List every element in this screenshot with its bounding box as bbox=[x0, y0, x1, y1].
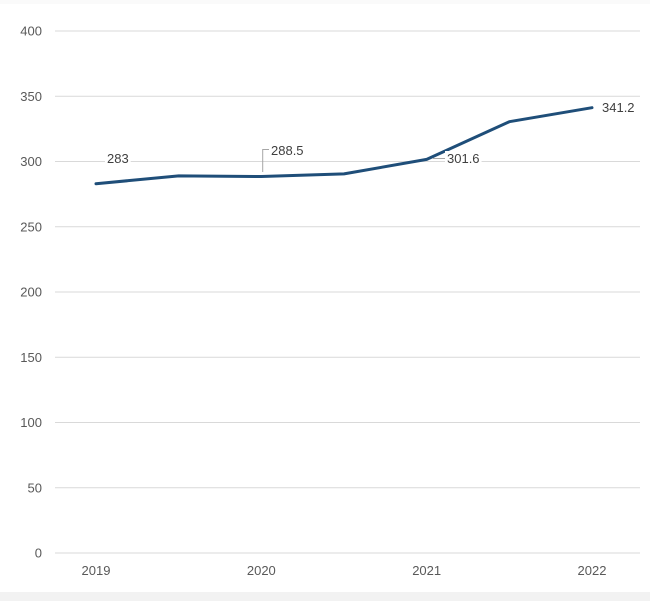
y-tick-label: 150 bbox=[20, 350, 42, 365]
y-tick-label: 400 bbox=[20, 24, 42, 39]
bottom-border-strip bbox=[0, 592, 650, 601]
y-tick-label: 350 bbox=[20, 89, 42, 104]
y-tick-label: 50 bbox=[28, 480, 42, 495]
series-line bbox=[94, 106, 594, 186]
data-label-backing bbox=[269, 143, 306, 158]
x-tick-label: 2022 bbox=[578, 563, 607, 578]
data-label-backing bbox=[445, 151, 482, 166]
data-label: 283 bbox=[107, 151, 129, 166]
y-tick-label: 0 bbox=[35, 546, 42, 561]
y-tick-label: 100 bbox=[20, 415, 42, 430]
x-tick-label: 2021 bbox=[412, 563, 441, 578]
data-label: 288.5 bbox=[271, 143, 304, 158]
y-tick-label: 200 bbox=[20, 285, 42, 300]
data-label-backing bbox=[600, 100, 637, 115]
top-border-strip bbox=[0, 0, 650, 4]
data-label-leader bbox=[262, 149, 269, 172]
y-tick-label: 250 bbox=[20, 219, 42, 234]
data-label: 301.6 bbox=[447, 151, 480, 166]
data-label: 341.2 bbox=[602, 100, 635, 115]
data-label-backing bbox=[105, 151, 131, 166]
x-tick-label: 2020 bbox=[247, 563, 276, 578]
x-tick-label: 2019 bbox=[82, 563, 111, 578]
y-tick-label: 300 bbox=[20, 154, 42, 169]
